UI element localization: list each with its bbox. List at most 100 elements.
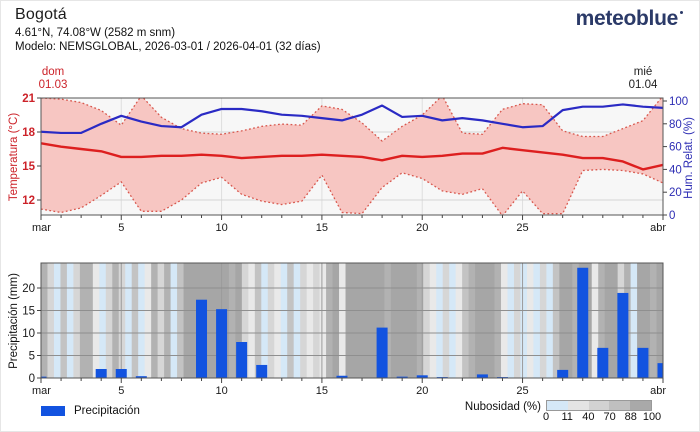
precip-plot-frame [40,262,664,379]
x-axis-label: 10 [215,385,227,397]
cloud-stripe [241,263,249,378]
cloud-stripe [157,263,165,378]
cloud-stripe [105,263,113,378]
x-axis-label: 20 [416,385,428,397]
temp-axis-tick-label: 18 [22,127,35,139]
cloudcover-scale-segment [630,401,651,410]
cloud-stripe [306,263,314,378]
precipitation-bar [41,376,47,378]
cloud-stripe [138,263,146,378]
precip-axis-tick-label: 15 [22,306,35,318]
x-axis-label: 20 [416,222,428,234]
cloud-stripe [611,263,619,378]
cloud-stripe [384,263,392,378]
cloud-stripe [151,263,159,378]
cloud-stripe [436,263,444,378]
cloud-stripe [47,263,55,378]
meteoblue-logo[interactable]: meteoblue [576,7,683,31]
cloud-stripe [66,263,74,378]
cloud-stripe [423,263,431,378]
cloud-stripe [539,263,547,378]
cloud-stripe [377,263,385,378]
precipitation-bar [617,292,629,378]
cloud-stripe [501,263,508,378]
cloud-stripe [99,263,107,378]
end-weekday: mié [633,66,653,78]
cloud-stripe [248,263,256,378]
cloudcover-scale-segment [588,401,610,410]
precipitation-chart: mar 5 10 15 20 25 abr 20 15 10 5 0 [22,262,666,397]
precipitation-bar [637,347,649,378]
cloud-stripe [637,263,645,378]
cloud-stripe [313,263,321,378]
cloud-stripe [449,263,457,378]
cloudcover-scale-segment [567,401,589,410]
start-date: 01.03 [38,79,68,91]
cloud-stripe [572,263,580,378]
temp-axis-tick-label: 12 [22,195,35,207]
humidity-axis-tick-label: 0 [669,210,675,222]
cloud-stripe [332,263,340,378]
precipitation-bar [336,375,348,378]
precipitation-bar [376,327,388,378]
cloud-stripe [144,263,152,378]
precip-axis-tick-label: 0 [29,373,35,385]
temp-axis-tick-label: 21 [22,93,35,105]
temperature-mean-line [41,142,663,171]
humidity-axis-title: Hum. Relat. (%) [683,117,695,199]
precipitation-bar [196,299,208,378]
cloud-stripe [416,263,424,378]
cloud-stripe [177,263,185,378]
cloud-stripe [455,263,463,378]
cloudcover-scale-tick-label: 40 [582,411,595,423]
location-coordinates: 4.61°N, 74.08°W (2582 m snm) [15,27,176,39]
cloud-stripe [118,263,126,378]
cloud-stripe [345,263,353,378]
precipitation-bar [256,364,268,378]
cloud-cover-stripes [41,263,663,378]
humidity-axis-tick-label: 60 [669,142,682,154]
cloud-stripe [86,263,94,378]
cloud-stripe [261,263,269,378]
cloud-stripe [552,263,560,378]
cloud-stripe [546,263,554,378]
precipitation-bar [577,267,589,378]
meteoblue-logo-text: meteoblue [575,7,679,30]
cloudcover-scale-tick-label: 0 [542,411,550,423]
cloudcover-scale-tick-label: 88 [624,411,637,423]
cloud-stripe [235,263,243,378]
humidity-axis-tick-label: 80 [669,119,682,131]
cloudcover-legend-title: Nubosidad (%) [464,401,541,413]
cloud-stripe [358,263,366,378]
cloud-stripe [429,263,437,378]
cloud-stripe [228,263,236,378]
cloud-stripe [254,263,262,378]
precipitation-bars [41,267,663,378]
cloud-stripe [209,263,217,378]
cloud-stripe [131,263,139,378]
cloudcover-scale-tick-label: 100 [642,411,662,423]
cloud-stripe [112,263,120,378]
x-axis-label: mar [32,222,51,234]
temperature-min-dotted-line [41,168,663,215]
cloud-stripe [293,263,301,378]
precipitation-bar [557,369,569,378]
precipitation-bar [135,376,147,378]
cloud-stripe [73,263,81,378]
cloud-stripe [604,263,612,378]
cloud-stripe [339,263,347,378]
logo-dot-icon [680,11,683,14]
cloud-stripe [287,263,295,378]
cloud-stripe [352,263,359,378]
cloud-stripe [164,263,172,378]
cloud-stripe [475,263,483,378]
end-date: 01.04 [628,79,658,91]
precipitation-legend-label: Precipitación [74,405,140,417]
precip-axis-tick-label: 20 [22,283,35,295]
cloud-stripe [442,263,450,378]
cloud-stripe [390,263,398,378]
precipitation-bar [597,347,609,378]
cloud-stripe [533,263,541,378]
precipitation-legend: Precipitación [41,405,140,417]
